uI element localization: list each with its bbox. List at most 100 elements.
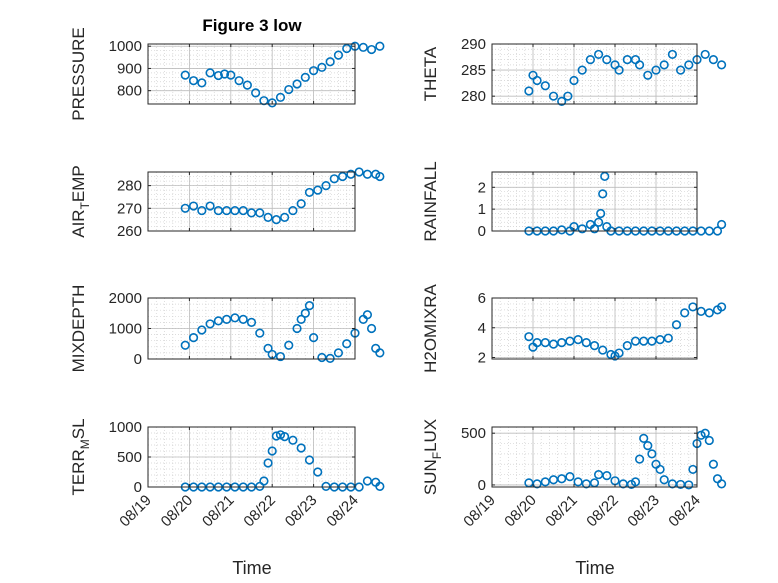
data-point xyxy=(333,348,344,358)
data-point xyxy=(180,70,190,80)
data-point xyxy=(329,174,339,184)
data-point xyxy=(655,335,665,345)
data-point xyxy=(581,338,591,348)
data-point xyxy=(524,86,534,96)
data-point xyxy=(304,455,315,465)
data-point xyxy=(716,60,727,70)
data-point xyxy=(704,435,714,446)
y-axis-label-main: SUN xyxy=(421,459,440,495)
data-point xyxy=(712,226,723,236)
data-point xyxy=(275,92,286,102)
data-point xyxy=(548,339,559,349)
y-axis-label: MIXDEPTH xyxy=(69,285,88,373)
data-point xyxy=(639,433,649,443)
data-point xyxy=(226,70,236,80)
x-axis-label-right: Time xyxy=(575,558,614,578)
data-point xyxy=(246,317,257,328)
data-point xyxy=(205,68,215,78)
data-point xyxy=(563,91,573,101)
data-point xyxy=(600,171,610,181)
y-tick-label: 1 xyxy=(478,201,486,218)
data-point xyxy=(585,55,596,65)
y-axis-label-subscript: M xyxy=(78,439,92,449)
data-point xyxy=(696,226,706,236)
data-point xyxy=(573,335,583,345)
data-point xyxy=(342,339,352,349)
data-point xyxy=(577,65,587,75)
data-point xyxy=(557,474,567,484)
data-point xyxy=(321,181,331,191)
data-point xyxy=(362,169,373,179)
data-point xyxy=(655,464,665,475)
y-tick-label: 2 xyxy=(478,350,486,367)
y-axis-label-main: RAINFALL xyxy=(421,161,440,241)
data-point xyxy=(238,205,248,216)
data-point xyxy=(300,72,310,82)
data-point xyxy=(593,217,604,227)
data-point xyxy=(288,205,298,216)
figure-title: Figure 3 low xyxy=(202,16,302,35)
data-point xyxy=(263,212,273,222)
data-point xyxy=(180,340,190,350)
data-point xyxy=(708,459,719,469)
subplot-rainfall: 0 1 2 RAINFALL xyxy=(421,161,727,242)
y-axis-label: TERRMSL xyxy=(69,418,92,495)
data-point xyxy=(219,69,230,79)
data-point xyxy=(684,480,694,490)
data-point xyxy=(337,171,348,182)
data-point xyxy=(300,308,310,318)
data-point xyxy=(259,476,269,486)
data-point xyxy=(524,332,534,342)
data-point xyxy=(197,78,207,88)
y-tick-label: 1000 xyxy=(109,321,142,338)
x-tick-label: 08/21 xyxy=(542,492,581,531)
data-point xyxy=(342,43,352,54)
subplot-theta: 280 285 290 THETA xyxy=(421,36,727,106)
y-tick-label: 2 xyxy=(478,179,486,196)
data-point xyxy=(375,171,385,182)
y-axis-label-subscript: F xyxy=(430,452,444,459)
y-axis-label-tail: LUX xyxy=(421,419,440,452)
y-tick-label: 4 xyxy=(478,320,486,337)
y-tick-label: 270 xyxy=(117,200,142,217)
data-point xyxy=(251,88,261,98)
y-tick-label: 800 xyxy=(117,83,142,100)
data-point xyxy=(647,449,657,459)
x-tick-label: 08/22 xyxy=(240,492,279,531)
x-tick-label: 08/24 xyxy=(665,492,704,531)
y-tick-label: 1000 xyxy=(109,38,142,55)
subplot-terr-msl: 0 500 1000 08/19 08/20 08/21 08/22 08/23 08/24 TE… xyxy=(69,418,385,531)
y-tick-label: 280 xyxy=(461,88,486,105)
data-point xyxy=(663,333,673,343)
data-point xyxy=(532,479,542,489)
data-point xyxy=(548,91,559,101)
y-axis-label: SUNFLUX xyxy=(421,419,444,495)
data-point xyxy=(333,50,344,60)
data-point xyxy=(263,343,273,353)
x-tick-label: 08/20 xyxy=(158,492,197,531)
y-axis-label: H2OMIXRA xyxy=(421,283,440,372)
y-tick-label: 0 xyxy=(478,223,486,240)
data-point xyxy=(643,441,653,451)
y-tick-label: 0 xyxy=(134,351,142,368)
axes-box xyxy=(491,171,698,232)
y-axis-label-main: H2OMIXRA xyxy=(421,283,440,372)
x-tick-label: 08/19 xyxy=(116,492,155,531)
data-point xyxy=(180,203,190,213)
y-tick-label: 280 xyxy=(117,178,142,195)
data-point xyxy=(593,49,604,60)
data-point xyxy=(280,212,290,222)
data-point xyxy=(197,325,207,335)
data-point xyxy=(267,446,277,456)
data-point xyxy=(589,224,600,234)
data-point xyxy=(675,65,686,75)
data-point xyxy=(540,477,550,487)
data-point xyxy=(362,310,373,320)
data-point xyxy=(375,481,385,492)
data-point xyxy=(602,55,612,65)
axes-box xyxy=(491,426,698,488)
y-tick-label: 0 xyxy=(478,477,486,494)
data-point xyxy=(354,167,364,177)
axes-box xyxy=(147,171,356,232)
